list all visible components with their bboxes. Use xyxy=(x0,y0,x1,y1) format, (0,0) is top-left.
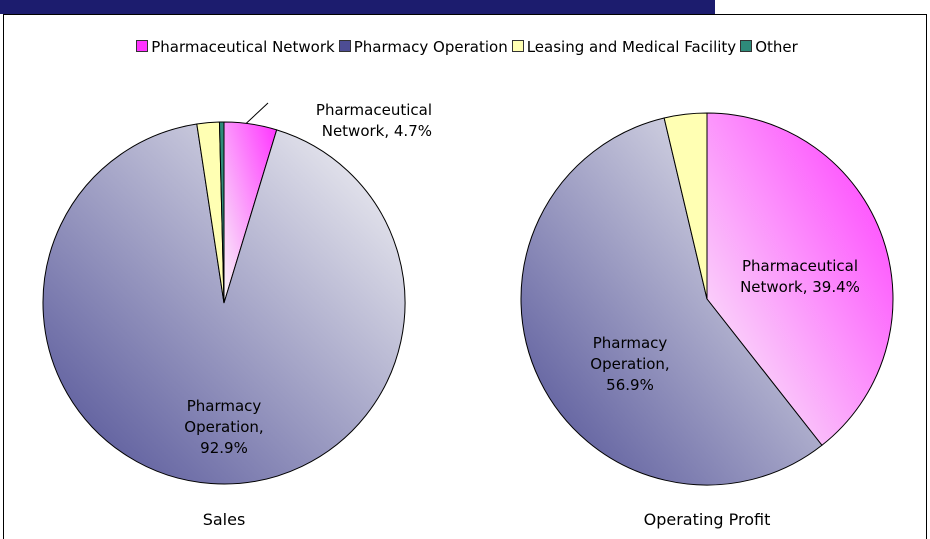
data-label: Pharmaceutical Network, 4.7% xyxy=(315,101,432,140)
chart-title: Operating Profit xyxy=(643,510,771,529)
pie-slice xyxy=(218,121,225,304)
pie-slice xyxy=(42,123,406,485)
legend: Pharmaceutical Network Pharmacy Operation… xyxy=(0,38,930,56)
legend-swatch xyxy=(338,40,351,52)
legend-swatch xyxy=(136,40,149,52)
data-label: Pharmacy Operation, 56.9% xyxy=(590,334,670,394)
legend-swatch xyxy=(511,40,524,52)
pie-slice xyxy=(520,117,823,486)
legend-label: Pharmacy Operation xyxy=(353,38,508,56)
data-label: Pharmaceutical Network, 39.4% xyxy=(740,257,860,296)
header-bar xyxy=(0,0,715,14)
legend-label: Pharmaceutical Network xyxy=(151,38,335,56)
legend-label: Other xyxy=(755,38,798,56)
data-label: Pharmacy Operation, 92.9% xyxy=(184,397,264,457)
frame xyxy=(3,14,927,539)
legend-swatch xyxy=(740,40,753,52)
legend-label: Leasing and Medical Facility xyxy=(526,38,737,56)
chart-title: Sales xyxy=(202,510,246,529)
pie-slice xyxy=(706,112,894,446)
